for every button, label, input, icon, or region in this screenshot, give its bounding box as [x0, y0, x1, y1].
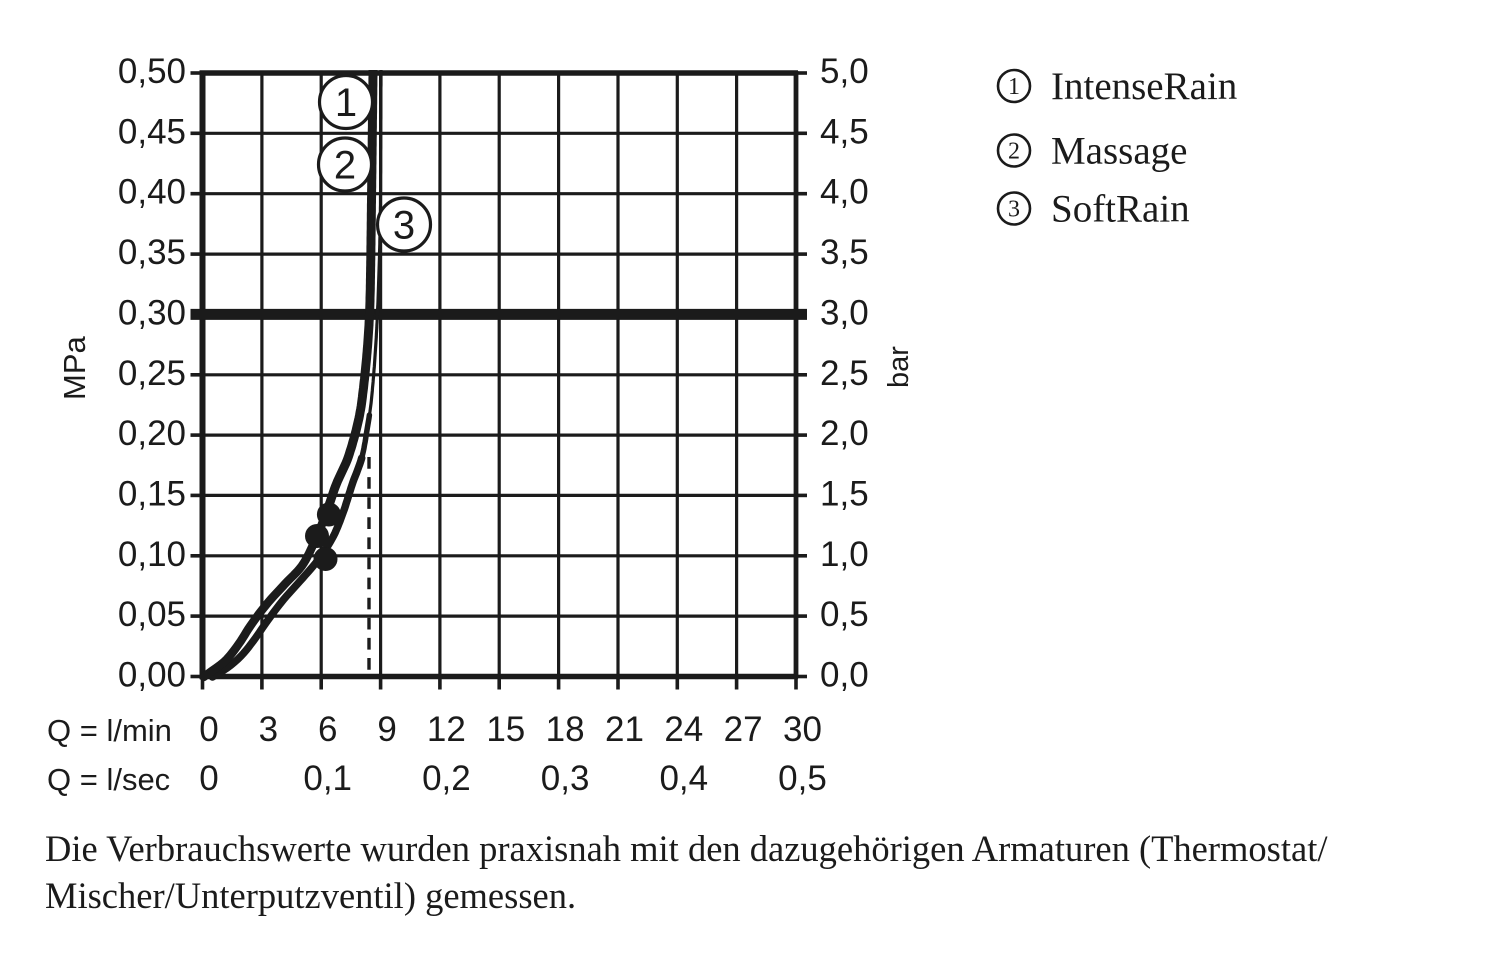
svg-text:0,5: 0,5	[820, 595, 869, 634]
svg-text:3: 3	[1008, 197, 1020, 223]
svg-text:1,5: 1,5	[820, 474, 869, 513]
svg-text:0,5: 0,5	[778, 759, 827, 798]
svg-text:Q = l/sec: Q = l/sec	[47, 762, 170, 797]
svg-text:bar: bar	[883, 346, 915, 388]
svg-text:2: 2	[334, 144, 356, 188]
svg-text:4,5: 4,5	[820, 112, 869, 151]
svg-text:6: 6	[318, 710, 337, 749]
svg-text:Die Verbrauchswerte wurden pra: Die Verbrauchswerte wurden praxisnah mit…	[45, 828, 1328, 869]
svg-text:0,1: 0,1	[303, 759, 352, 798]
svg-text:1: 1	[1008, 74, 1020, 100]
svg-text:15: 15	[486, 710, 525, 749]
svg-text:IntenseRain: IntenseRain	[1051, 65, 1237, 108]
svg-text:2: 2	[1008, 139, 1020, 165]
svg-text:9: 9	[377, 710, 396, 749]
svg-text:3,0: 3,0	[820, 293, 869, 332]
svg-text:24: 24	[664, 710, 703, 749]
svg-text:SoftRain: SoftRain	[1051, 188, 1190, 231]
svg-text:0,45: 0,45	[118, 112, 186, 151]
svg-text:Massage: Massage	[1051, 130, 1187, 173]
svg-text:27: 27	[724, 710, 763, 749]
svg-text:0: 0	[199, 710, 218, 749]
svg-text:2,5: 2,5	[820, 354, 869, 393]
svg-text:18: 18	[546, 710, 585, 749]
svg-text:3,5: 3,5	[820, 233, 869, 272]
svg-text:30: 30	[783, 710, 822, 749]
svg-text:0: 0	[199, 759, 218, 798]
svg-text:0,35: 0,35	[118, 233, 186, 272]
svg-text:Mischer/Unterputzventil) gemes: Mischer/Unterputzventil) gemessen.	[45, 875, 576, 916]
svg-text:0,25: 0,25	[118, 354, 186, 393]
svg-text:12: 12	[427, 710, 466, 749]
svg-text:0,10: 0,10	[118, 535, 186, 574]
svg-text:0,20: 0,20	[118, 414, 186, 453]
svg-text:0,00: 0,00	[118, 656, 186, 695]
svg-text:4,0: 4,0	[820, 173, 869, 212]
svg-text:0,0: 0,0	[820, 656, 869, 695]
svg-text:0,05: 0,05	[118, 595, 186, 634]
svg-text:3: 3	[259, 710, 278, 749]
svg-text:21: 21	[605, 710, 644, 749]
svg-text:3: 3	[393, 204, 415, 248]
svg-text:0,3: 0,3	[541, 759, 590, 798]
svg-text:1,0: 1,0	[820, 535, 869, 574]
svg-text:0,2: 0,2	[422, 759, 471, 798]
svg-text:0,40: 0,40	[118, 173, 186, 212]
svg-text:1: 1	[335, 81, 357, 125]
svg-text:2,0: 2,0	[820, 414, 869, 453]
svg-text:MPa: MPa	[57, 336, 92, 401]
svg-text:0,50: 0,50	[118, 52, 186, 91]
svg-text:0,30: 0,30	[118, 293, 186, 332]
svg-text:0,15: 0,15	[118, 474, 186, 513]
svg-text:5,0: 5,0	[820, 52, 869, 91]
svg-text:0,4: 0,4	[659, 759, 708, 798]
svg-text:Q = l/min: Q = l/min	[47, 713, 172, 748]
